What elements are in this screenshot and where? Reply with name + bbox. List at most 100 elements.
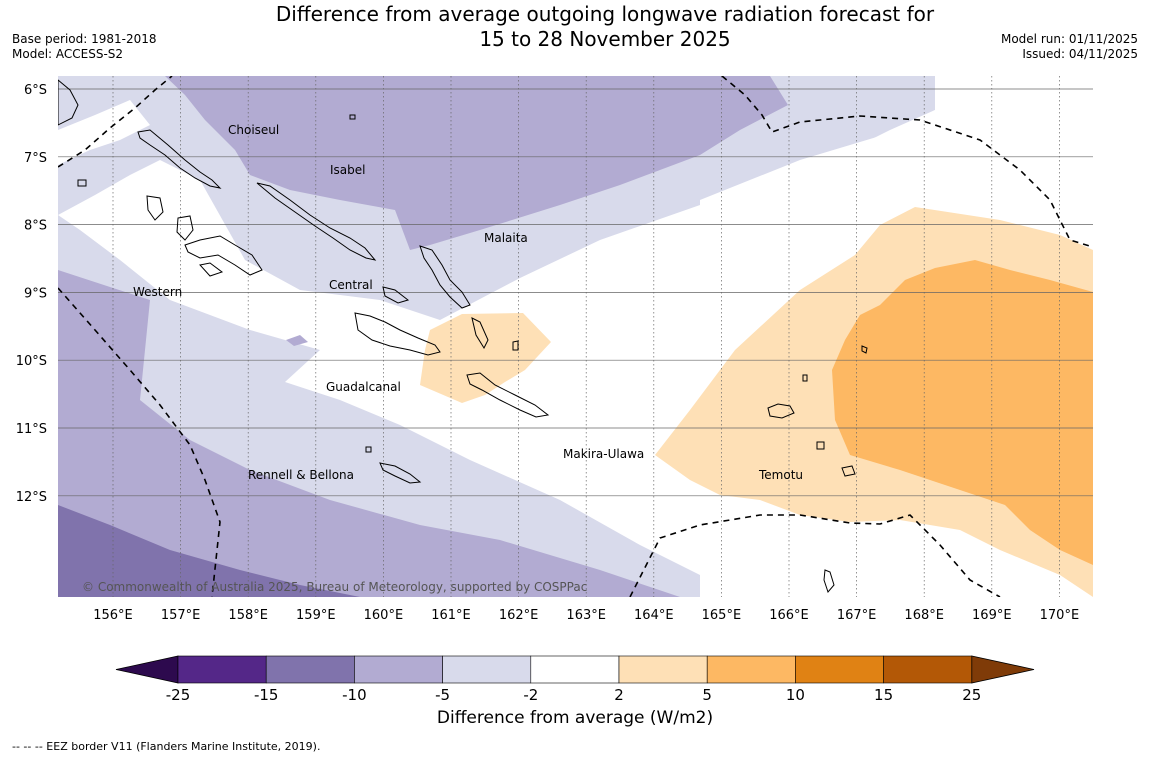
- lat-label: 11°S: [16, 422, 47, 437]
- vanuatu-north-island: [823, 569, 835, 593]
- longitude-labels: 156°E 157°E 158°E 159°E 160°E 161°E 162°E 163°E…: [93, 608, 1079, 623]
- lon-label: 158°E: [228, 608, 268, 623]
- colorbar-segment: [618, 655, 708, 684]
- lon-label: 162°E: [499, 608, 539, 623]
- lon-label: 170°E: [1040, 608, 1080, 623]
- duff-island: [802, 374, 808, 382]
- contour-orange-dark-east: [832, 260, 1093, 565]
- eez-border-north: [721, 76, 1093, 248]
- guadalcanal-island: [354, 312, 441, 356]
- latitude-labels: 6°S 7°S 8°S 9°S 10°S 11°S 12°S: [16, 83, 47, 505]
- lon-label: 163°E: [566, 608, 606, 623]
- lat-label: 6°S: [24, 83, 47, 98]
- lon-label: 164°E: [634, 608, 674, 623]
- colorbar-tick-label: 15: [874, 686, 893, 704]
- title-line-2: 15 to 28 November 2025: [479, 27, 731, 51]
- copyright-text: © Commonwealth of Australia 2025, Bureau…: [82, 580, 587, 594]
- eez-border-south: [629, 514, 1001, 597]
- chart-title: Difference from average outgoing longwav…: [0, 2, 1150, 52]
- colorbar-tick-label: 2: [614, 686, 624, 704]
- islands: [58, 79, 868, 593]
- eez-borders: [58, 76, 1093, 597]
- kolombangara-island: [176, 215, 194, 241]
- lat-label: 8°S: [24, 219, 47, 234]
- eez-border-nw: [58, 76, 173, 168]
- lon-label: 169°E: [972, 608, 1012, 623]
- colorbar-tick-label: 5: [702, 686, 712, 704]
- rendova-island: [199, 262, 224, 277]
- issued-date: Issued: 04/11/2025: [1022, 47, 1138, 61]
- base-period: Base period: 1981-2018: [12, 32, 157, 46]
- colorbar-segment: [265, 655, 355, 684]
- contour-purple-north: [165, 76, 788, 250]
- province-label: Choiseul: [228, 123, 279, 137]
- eez-note: -- -- -- EEZ border V11 (Flanders Marine…: [12, 740, 321, 753]
- colorbar-segment: [442, 655, 532, 684]
- colorbar-tick-label: -15: [254, 686, 279, 704]
- reef-island: [861, 345, 868, 354]
- choiseul-island: [137, 129, 222, 189]
- bellona-island: [365, 446, 372, 453]
- province-label: Malaita: [484, 231, 528, 245]
- run-info: Model run: 01/11/2025 Issued: 04/11/2025: [1001, 32, 1138, 62]
- colorbar-tick-label: -2: [523, 686, 538, 704]
- colorbar-segment: [354, 655, 443, 684]
- colorbar-tick-label: 10: [786, 686, 805, 704]
- lon-label: 156°E: [93, 608, 133, 623]
- province-label: Guadalcanal: [326, 380, 401, 394]
- map-gridlines: [58, 76, 1093, 597]
- lon-label: 160°E: [364, 608, 404, 623]
- colorbar-segment: [795, 655, 884, 684]
- map-area: Choiseul Isabel Malaita Western Central Guada…: [58, 76, 1093, 597]
- lon-label: 168°E: [904, 608, 944, 623]
- lat-label: 7°S: [24, 151, 47, 166]
- model-run: Model run: 01/11/2025: [1000, 32, 1138, 46]
- province-label: Temotu: [758, 468, 803, 482]
- lon-label: 166°E: [769, 608, 809, 623]
- lon-label: 161°E: [431, 608, 471, 623]
- province-label: Western: [133, 285, 182, 299]
- shortland-island: [77, 179, 87, 187]
- colorbar-tick-label: 25: [962, 686, 981, 704]
- province-label: Central: [329, 278, 373, 292]
- colorbar-segment: [177, 655, 267, 684]
- malaita-island: [419, 245, 471, 309]
- new-georgia-island: [184, 235, 263, 276]
- vella-lavella-island: [146, 195, 164, 221]
- colorbar-tick-label: -5: [435, 686, 450, 704]
- colorbar-segment: [530, 655, 620, 684]
- colorbar-segment: [883, 655, 973, 684]
- isabel-island: [256, 182, 377, 261]
- lon-label: 165°E: [702, 608, 742, 623]
- colorbar: -25 -15 -10 -5 -2 2 5 10 15 25: [115, 655, 1035, 704]
- lon-label: 167°E: [837, 608, 877, 623]
- lat-label: 12°S: [16, 490, 47, 505]
- lat-label: 9°S: [24, 286, 47, 301]
- vanikoro-island: [816, 441, 825, 450]
- tikopia-island: [841, 465, 856, 477]
- eez-border-sw: [58, 287, 221, 597]
- colorbar-segment: [706, 655, 796, 684]
- contour-orange-guadalcanal: [420, 313, 551, 403]
- model-name: Model: ACCESS-S2: [12, 47, 124, 61]
- colorbar-tick-label: -10: [342, 686, 367, 704]
- title-line-1: Difference from average outgoing longwav…: [275, 2, 935, 26]
- contour-purple-speck: [286, 335, 308, 346]
- province-label: Makira-Ulawa: [563, 447, 644, 461]
- lon-label: 159°E: [296, 608, 336, 623]
- ontong-java-island: [349, 114, 356, 120]
- nggela-island: [382, 286, 410, 304]
- ndeni-island: [767, 403, 795, 419]
- province-label: Rennell & Bellona: [248, 468, 354, 482]
- ulawa-island: [512, 340, 519, 351]
- contour-purple-dark: [58, 505, 360, 597]
- colorbar-extend-low: [115, 655, 179, 684]
- small-malaita-island: [471, 317, 489, 350]
- province-labels: Choiseul Isabel Malaita Western Central Guada…: [133, 123, 803, 482]
- lon-label: 157°E: [161, 608, 201, 623]
- base-info: Base period: 1981-2018 Model: ACCESS-S2: [12, 32, 157, 62]
- contour-purple-south: [58, 270, 680, 597]
- province-label: Isabel: [330, 163, 365, 177]
- rennell-island: [379, 462, 422, 484]
